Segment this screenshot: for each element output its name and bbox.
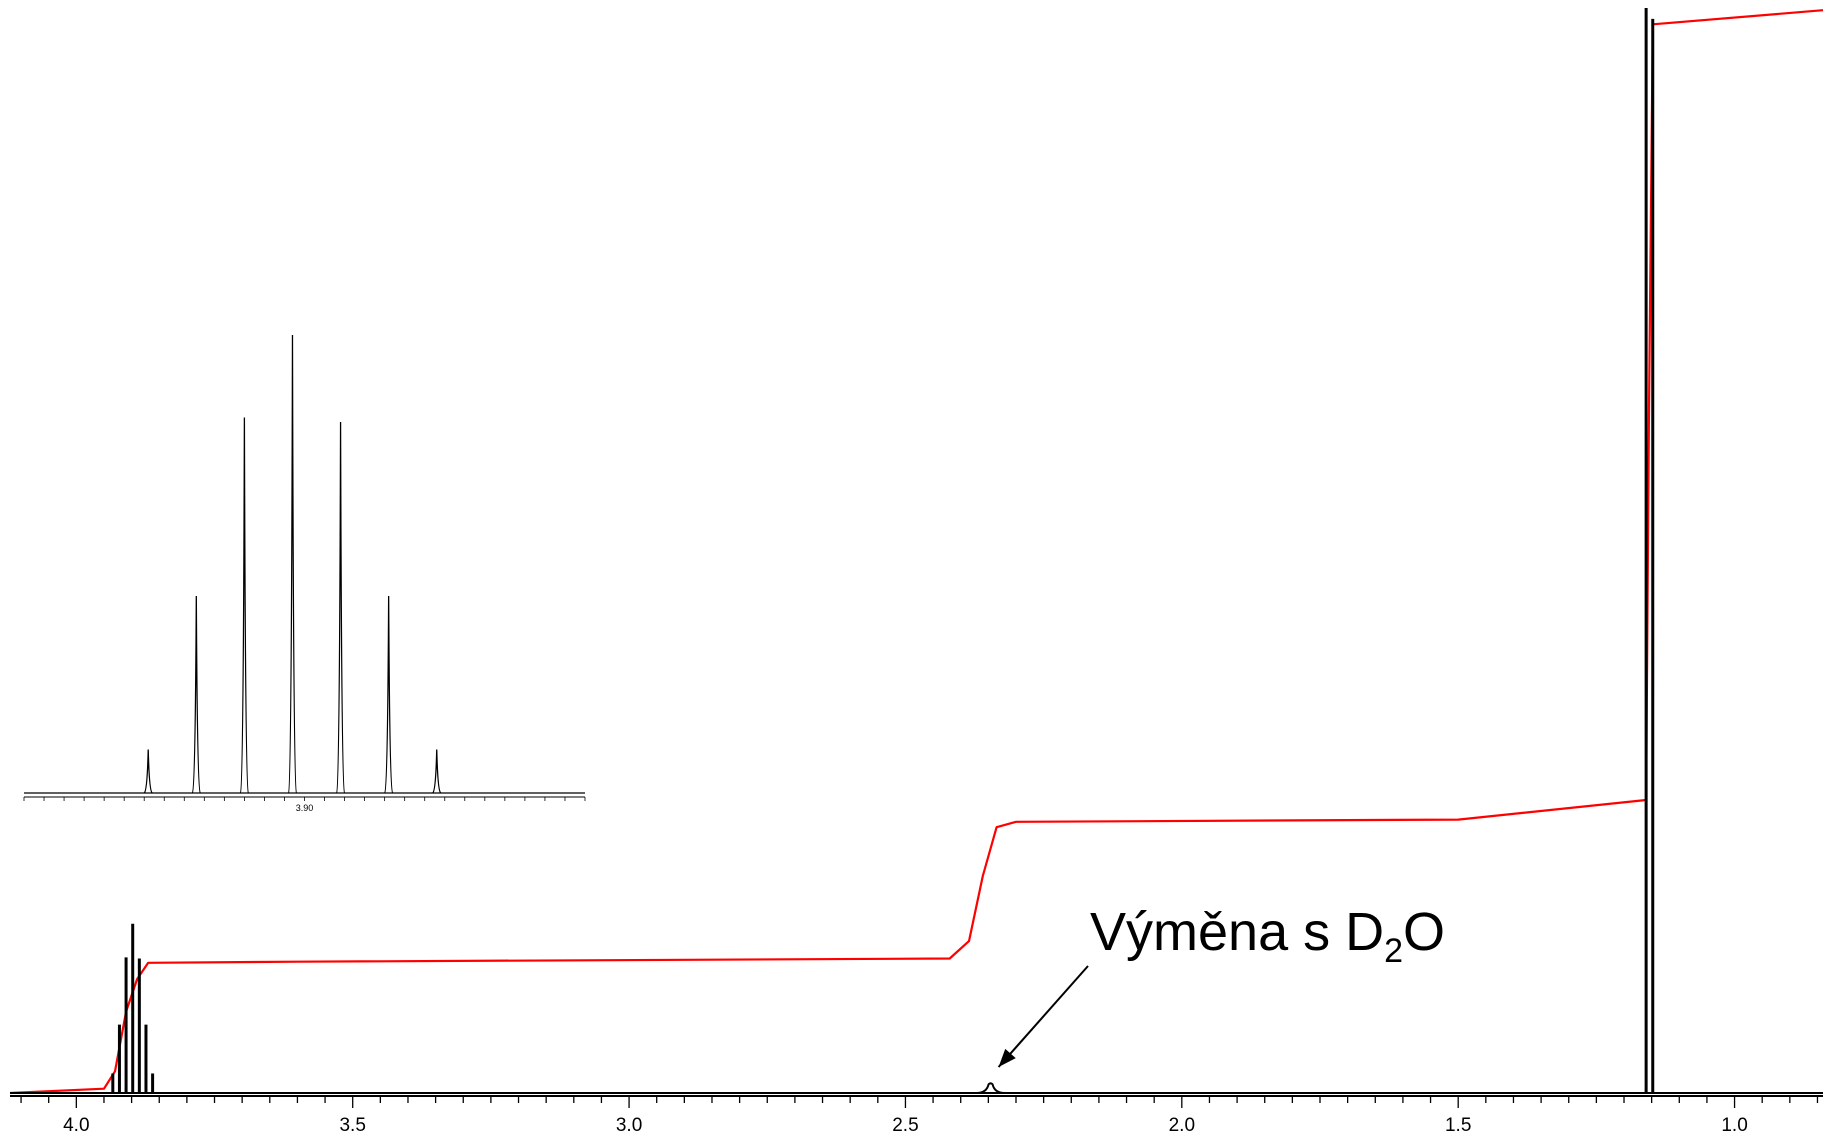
spectrum-peak: [977, 1083, 1005, 1093]
inset-peak: [337, 422, 345, 793]
annotation: Výměna s D2O: [999, 902, 1445, 1067]
x-axis-tick-label: 3.0: [616, 1115, 642, 1136]
annotation-text-subscript: 2: [1384, 932, 1403, 970]
inset-x-axis-tick-label: 3.90: [296, 803, 314, 813]
x-axis-tick-labels: 4.0 3.5 3.0 2.5 2.0 1.5 1.0: [63, 1115, 1748, 1136]
integral-layer: [10, 10, 1823, 1093]
annotation-text-main: Výměna s D: [1090, 902, 1384, 962]
inset-peak: [144, 749, 152, 793]
x-axis-tick-label: 2.0: [1169, 1115, 1195, 1136]
annotation-label: Výměna s D2O: [1090, 902, 1445, 970]
inset-peak: [433, 749, 441, 793]
x-axis-tick-label: 1.5: [1445, 1115, 1471, 1136]
x-axis-tick-label: 1.0: [1721, 1115, 1747, 1136]
integral-curve: [10, 10, 1823, 1093]
spectrum-layer: [10, 8, 1823, 1093]
inset-peak: [240, 417, 248, 793]
inset-peak: [288, 335, 296, 793]
x-axis-tick-label: 3.5: [339, 1115, 365, 1136]
annotation-arrow-line: [999, 966, 1088, 1067]
annotation-text-tail: O: [1403, 902, 1445, 962]
x-axis-tick-label: 4.0: [63, 1115, 89, 1136]
x-axis: [10, 1096, 1823, 1108]
inset-peak: [385, 596, 393, 793]
inset-multiplet-plot: 3.90: [24, 335, 585, 813]
inset-peak: [192, 596, 200, 793]
x-axis-tick-label: 2.5: [892, 1115, 918, 1136]
